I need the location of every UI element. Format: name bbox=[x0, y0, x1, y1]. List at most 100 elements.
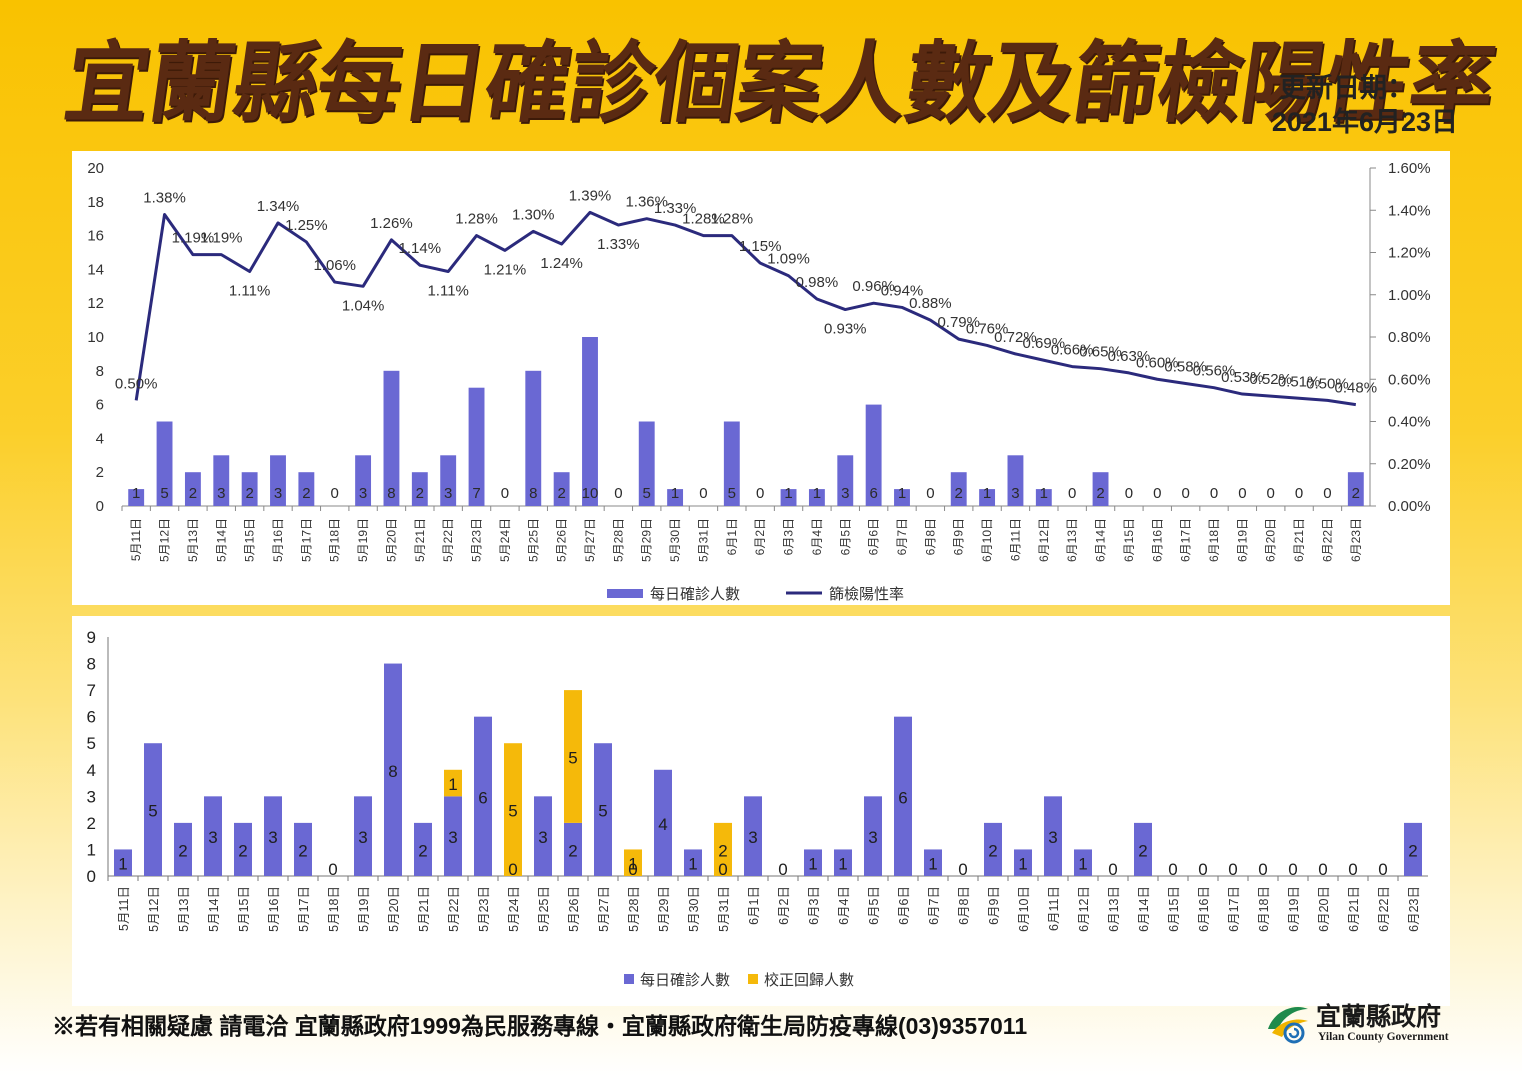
x-tick-label: 6月6日 bbox=[897, 886, 911, 925]
case-data-label: 0 bbox=[926, 485, 934, 502]
y-tick-label: 0 bbox=[87, 867, 96, 886]
daily-cases-backlog-chart: 012345678915月11日55月12日25月13日35月14日25月15日… bbox=[87, 628, 1428, 989]
positivity-data-label: 0.53% bbox=[1221, 369, 1264, 386]
daily-case-data-label: 3 bbox=[208, 828, 217, 847]
case-data-label: 0 bbox=[756, 485, 764, 502]
backlog-data-label: 1 bbox=[628, 855, 637, 874]
positivity-data-label: 1.28% bbox=[682, 211, 725, 228]
x-tick-label: 6月21日 bbox=[1292, 518, 1306, 562]
x-tick-label: 6月5日 bbox=[838, 518, 852, 555]
x-tick-label: 5月14日 bbox=[207, 886, 221, 932]
case-data-label: 0 bbox=[1181, 485, 1189, 502]
positivity-data-label: 0.50% bbox=[1306, 375, 1349, 392]
case-data-label: 0 bbox=[501, 485, 509, 502]
y-left-tick-label: 18 bbox=[87, 194, 104, 211]
x-tick-label: 5月30日 bbox=[687, 886, 701, 932]
x-tick-label: 5月22日 bbox=[447, 886, 461, 932]
daily-case-bar bbox=[1014, 849, 1032, 876]
case-bar bbox=[582, 337, 598, 506]
daily-case-data-label: 0 bbox=[1198, 860, 1207, 879]
x-tick-label: 5月25日 bbox=[526, 518, 540, 562]
case-data-label: 1 bbox=[813, 485, 821, 502]
case-data-label: 2 bbox=[416, 485, 424, 502]
case-bar bbox=[411, 472, 428, 506]
daily-case-data-label: 0 bbox=[1258, 860, 1267, 879]
positivity-data-label: 0.79% bbox=[937, 314, 980, 331]
positivity-data-label: 0.63% bbox=[1108, 348, 1151, 365]
positivity-data-label: 0.52% bbox=[1249, 371, 1292, 388]
daily-case-bar bbox=[204, 796, 222, 876]
case-data-label: 7 bbox=[472, 485, 480, 502]
case-bar bbox=[241, 472, 258, 506]
positivity-chart-panel: 0 2 4 6 8 10 12 14 16 18 20 0.00% 0.20% 0.40% 0.60% 0.8… bbox=[72, 151, 1450, 605]
daily-case-data-label: 2 bbox=[568, 841, 577, 860]
case-data-label: 0 bbox=[614, 485, 622, 502]
case-bar bbox=[808, 489, 825, 506]
x-tick-label: 5月21日 bbox=[417, 886, 431, 932]
x-tick-label: 6月9日 bbox=[987, 886, 1001, 925]
x-tick-label: 6月5日 bbox=[867, 886, 881, 925]
positivity-data-label: 0.76% bbox=[966, 320, 1009, 337]
positivity-data-label: 1.24% bbox=[540, 255, 583, 272]
y-left-tick-label: 14 bbox=[87, 261, 104, 278]
daily-case-bar bbox=[1044, 796, 1062, 876]
y-right-tick-label: 0.00% bbox=[1388, 498, 1431, 515]
y-left-tick-label: 20 bbox=[87, 160, 104, 177]
daily-case-bar bbox=[1404, 822, 1422, 876]
legend-swatch-backlog bbox=[748, 974, 758, 984]
x-tick-label: 5月12日 bbox=[158, 518, 172, 562]
x-tick-label: 5月28日 bbox=[627, 886, 641, 932]
daily-case-data-label: 4 bbox=[658, 815, 667, 834]
x-tick-label: 6月3日 bbox=[807, 886, 821, 925]
positivity-data-label: 0.48% bbox=[1335, 380, 1378, 397]
case-data-label: 3 bbox=[359, 485, 367, 502]
x-tick-label: 6月23日 bbox=[1349, 518, 1363, 562]
y-right-tick-label: 0.80% bbox=[1388, 329, 1431, 346]
x-tick-label: 5月27日 bbox=[597, 886, 611, 932]
daily-case-data-label: 0 bbox=[508, 860, 517, 879]
x-tick-label: 5月23日 bbox=[477, 886, 491, 932]
x-tick-label: 5月22日 bbox=[441, 518, 455, 562]
case-bar bbox=[979, 489, 996, 506]
case-data-label: 1 bbox=[784, 485, 792, 502]
daily-case-data-label: 0 bbox=[1108, 860, 1117, 879]
daily-case-bar bbox=[984, 822, 1002, 876]
case-data-label: 3 bbox=[1011, 485, 1019, 502]
daily-case-data-label: 0 bbox=[1288, 860, 1297, 879]
positivity-data-label: 1.21% bbox=[484, 261, 527, 278]
y-tick-label: 9 bbox=[87, 628, 96, 647]
case-data-label: 3 bbox=[841, 485, 849, 502]
update-label: 更新日期： bbox=[1279, 73, 1414, 103]
case-data-label: 2 bbox=[189, 485, 197, 502]
case-data-label: 0 bbox=[1323, 485, 1331, 502]
daily-case-bar bbox=[144, 743, 162, 876]
daily-case-bar bbox=[294, 822, 312, 876]
positivity-data-label: 1.15% bbox=[739, 238, 782, 255]
x-tick-label: 5月31日 bbox=[696, 518, 710, 562]
daily-case-data-label: 0 bbox=[1378, 860, 1387, 879]
x-tick-label: 6月18日 bbox=[1207, 518, 1221, 562]
y-right-tick-label: 0.60% bbox=[1388, 371, 1431, 388]
daily-case-bar bbox=[594, 743, 612, 876]
backlog-bar bbox=[624, 849, 642, 876]
daily-case-data-label: 0 bbox=[1168, 860, 1177, 879]
daily-case-data-label: 2 bbox=[1138, 841, 1147, 860]
positivity-data-label: 0.56% bbox=[1193, 363, 1236, 380]
yilan-government-logo: 宜蘭縣政府 Yilan County Government bbox=[1262, 995, 1477, 1055]
x-tick-label: 6月6日 bbox=[867, 518, 881, 555]
case-bar bbox=[213, 455, 230, 506]
case-bar bbox=[525, 370, 542, 506]
x-tick-label: 6月21日 bbox=[1347, 886, 1361, 932]
daily-case-data-label: 1 bbox=[808, 855, 817, 874]
case-data-label: 5 bbox=[160, 485, 168, 502]
daily-case-bar bbox=[354, 796, 372, 876]
y-tick-label: 2 bbox=[87, 814, 96, 833]
daily-case-bar bbox=[534, 796, 552, 876]
case-data-label: 8 bbox=[387, 485, 395, 502]
case-data-label: 0 bbox=[699, 485, 707, 502]
x-tick-label: 6月7日 bbox=[927, 886, 941, 925]
y-tick-label: 3 bbox=[87, 787, 96, 806]
case-data-label: 2 bbox=[1352, 485, 1360, 502]
positivity-data-label: 1.28% bbox=[455, 211, 498, 228]
positivity-data-label: 1.39% bbox=[569, 187, 612, 204]
